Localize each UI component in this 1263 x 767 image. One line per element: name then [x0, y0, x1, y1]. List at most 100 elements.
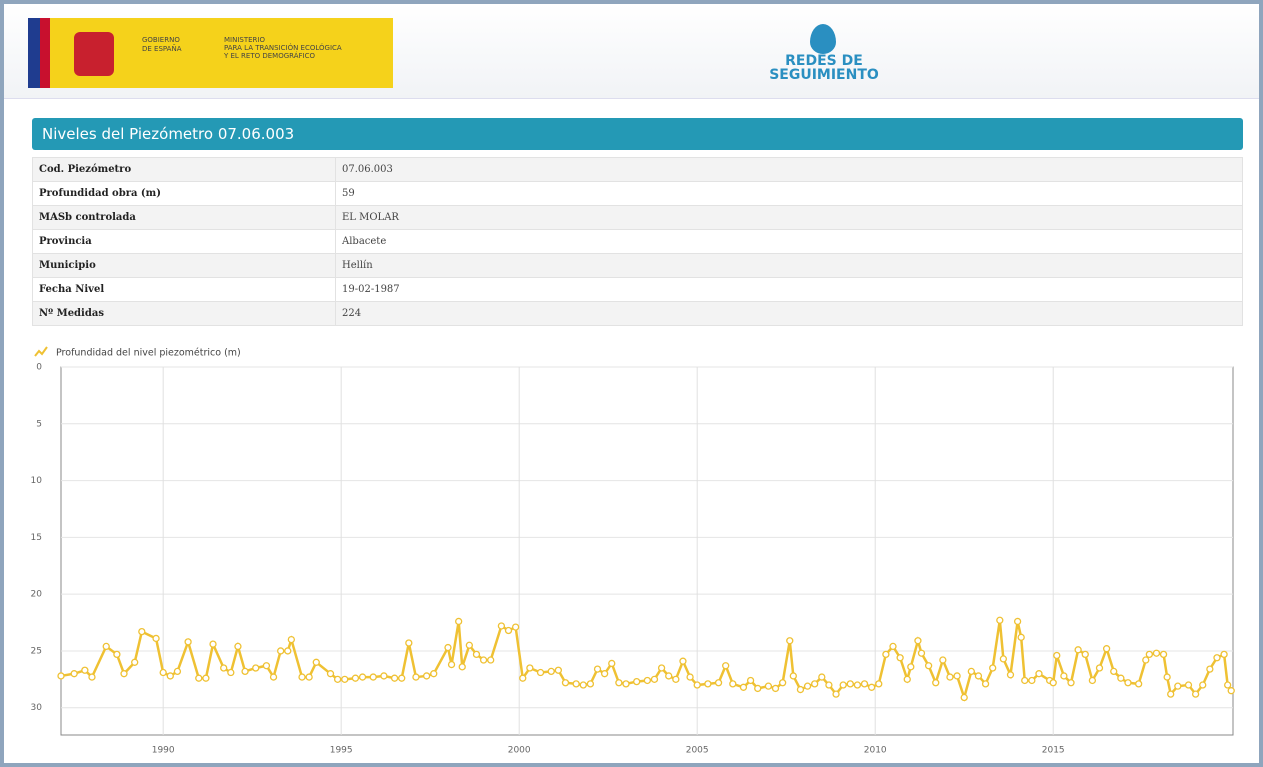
- cell-value: Albacete: [335, 229, 1243, 254]
- data-point: [686, 673, 694, 681]
- legend-item: Profundidad del nivel piezométrico (m): [34, 346, 241, 359]
- x-tick-label: 1990: [152, 746, 175, 756]
- data-point: [889, 642, 897, 651]
- data-point: [369, 673, 377, 681]
- data-point: [754, 684, 762, 693]
- data-point: [412, 673, 420, 681]
- data-point: [643, 676, 652, 685]
- data-point: [1174, 682, 1182, 690]
- chart: 0 5 10 15 20 25 30 1990 1995 2000 2005 2010 2015 Prof…: [31, 346, 1235, 756]
- ministry-text: MINISTERIO PARA LA TRANSICIÓN ECOLÓGICA Y …: [224, 36, 342, 60]
- data-point: [487, 656, 495, 664]
- legend-label: Profundidad del nivel piezométrico (m): [56, 348, 241, 359]
- data-point: [241, 667, 249, 676]
- header: GOBIERNO DE ESPAÑA MINISTERIO PARA LA TRAN…: [4, 4, 1259, 99]
- data-point: [152, 634, 160, 643]
- data-point: [693, 681, 701, 689]
- data-point: [1053, 651, 1061, 660]
- data-point: [547, 667, 555, 676]
- data-point: [946, 673, 954, 681]
- data-point: [511, 623, 520, 631]
- data-point: [519, 674, 527, 682]
- data-point: [778, 679, 787, 687]
- brand-line: REDES DE: [785, 53, 863, 69]
- data-point: [739, 683, 748, 691]
- x-tick-label: 2005: [686, 746, 709, 756]
- data-point: [593, 665, 602, 673]
- coat-of-arms: [74, 32, 114, 76]
- data-point: [896, 654, 904, 662]
- data-point: [227, 668, 235, 677]
- data-point: [932, 679, 940, 687]
- data-point: [600, 670, 609, 678]
- data-point: [579, 681, 587, 689]
- data-point: [57, 672, 65, 680]
- data-point: [312, 658, 320, 666]
- data-point: [1152, 649, 1161, 657]
- data-point: [907, 663, 915, 671]
- data-point: [714, 679, 723, 687]
- data-point: [679, 657, 687, 665]
- gov-line: GOBIERNO: [142, 36, 180, 44]
- data-point: [832, 690, 840, 698]
- data-point: [287, 635, 295, 644]
- data-point: [1017, 633, 1025, 641]
- data-point: [1081, 650, 1089, 659]
- gov-line: DE ESPAÑA: [142, 45, 182, 53]
- data-point: [1163, 673, 1171, 681]
- data-point: [1095, 664, 1104, 672]
- data-point: [234, 642, 242, 651]
- data-point: [405, 639, 413, 647]
- data-point: [1049, 679, 1057, 687]
- data-point: [825, 681, 833, 689]
- data-point: [811, 680, 819, 688]
- cell-value: Hellín: [335, 253, 1243, 278]
- panel-title: Niveles del Piezómetro 07.06.003: [32, 118, 1243, 150]
- data-point: [380, 672, 388, 680]
- data-point: [882, 650, 890, 659]
- data-point: [1013, 617, 1022, 626]
- data-point: [1088, 676, 1097, 685]
- data-point: [138, 627, 146, 636]
- data-point: [561, 679, 570, 687]
- data-point: [166, 672, 174, 680]
- data-point: [131, 658, 139, 666]
- data-point: [967, 667, 975, 676]
- data-point: [1145, 650, 1153, 659]
- data-point: [818, 673, 826, 681]
- data-point: [458, 663, 466, 671]
- data-point: [252, 664, 260, 672]
- data-point: [390, 674, 399, 682]
- brand: REDES DE SEGUIMIENTO: [744, 54, 904, 82]
- data-point: [974, 672, 983, 680]
- data-point: [853, 681, 862, 689]
- data-point: [764, 682, 773, 690]
- data-point: [526, 664, 534, 672]
- data-point: [729, 680, 737, 688]
- data-point: [159, 668, 167, 677]
- data-point: [479, 656, 488, 664]
- cell-label: MASb controlada: [32, 205, 336, 230]
- y-tick-label: 20: [31, 590, 43, 600]
- data-point: [615, 679, 623, 687]
- cell-value: 07.06.003: [335, 157, 1243, 182]
- data-point: [70, 670, 78, 678]
- data-point: [875, 680, 883, 688]
- data-point: [572, 680, 580, 688]
- data-point: [622, 680, 630, 688]
- data-point: [746, 676, 755, 685]
- data-point: [867, 683, 876, 691]
- data-point: [789, 672, 797, 680]
- data-point: [195, 674, 203, 682]
- data-point: [1142, 656, 1150, 664]
- data-point: [786, 637, 794, 645]
- data-point: [465, 641, 473, 649]
- data-point: [88, 673, 96, 681]
- drop-icon: [810, 24, 836, 54]
- y-tick-label: 10: [31, 476, 43, 486]
- table-row: Municipio Hellín: [32, 253, 1243, 278]
- data-point: [722, 662, 730, 670]
- data-point: [960, 693, 968, 702]
- data-point: [1006, 671, 1015, 679]
- data-point: [704, 680, 712, 688]
